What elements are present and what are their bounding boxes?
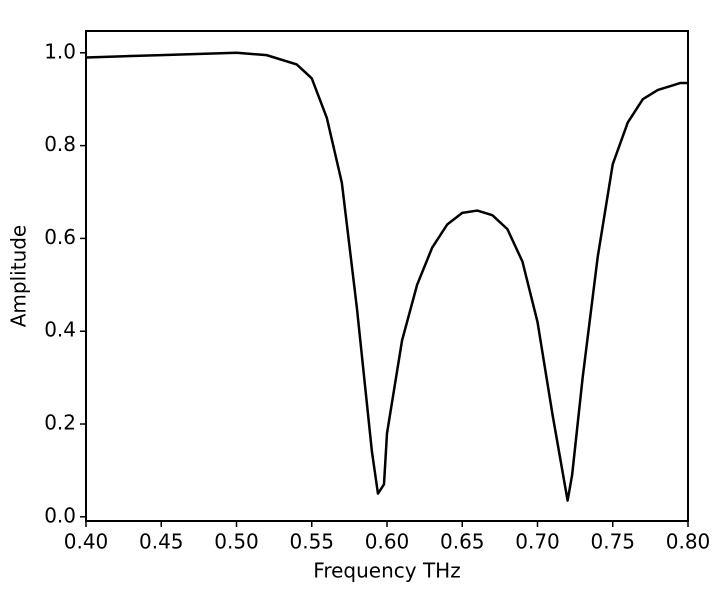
y-tick-label: 0.2 [44, 411, 76, 435]
x-tick-label: 0.65 [440, 530, 485, 554]
x-tick-label: 0.40 [64, 530, 109, 554]
data-line [85, 51, 688, 502]
x-axis-label: Frequency THz [313, 559, 460, 583]
x-tick-label: 0.50 [214, 530, 259, 554]
y-tick-label: 0.4 [44, 318, 76, 342]
y-tick-label: 1.0 [44, 39, 76, 63]
x-tick-label: 0.70 [515, 530, 560, 554]
x-tick-label: 0.75 [590, 530, 635, 554]
x-tick-label: 0.80 [666, 530, 711, 554]
y-tick-label: 0.0 [44, 503, 76, 527]
y-axis-label: Amplitude [7, 225, 31, 328]
y-tick-label: 0.8 [44, 132, 76, 156]
x-tick-label: 0.55 [289, 530, 334, 554]
x-tick-label: 0.60 [365, 530, 410, 554]
x-tick-label: 0.45 [139, 530, 184, 554]
plot-frame [85, 30, 689, 522]
y-tick-label: 0.6 [44, 225, 76, 249]
